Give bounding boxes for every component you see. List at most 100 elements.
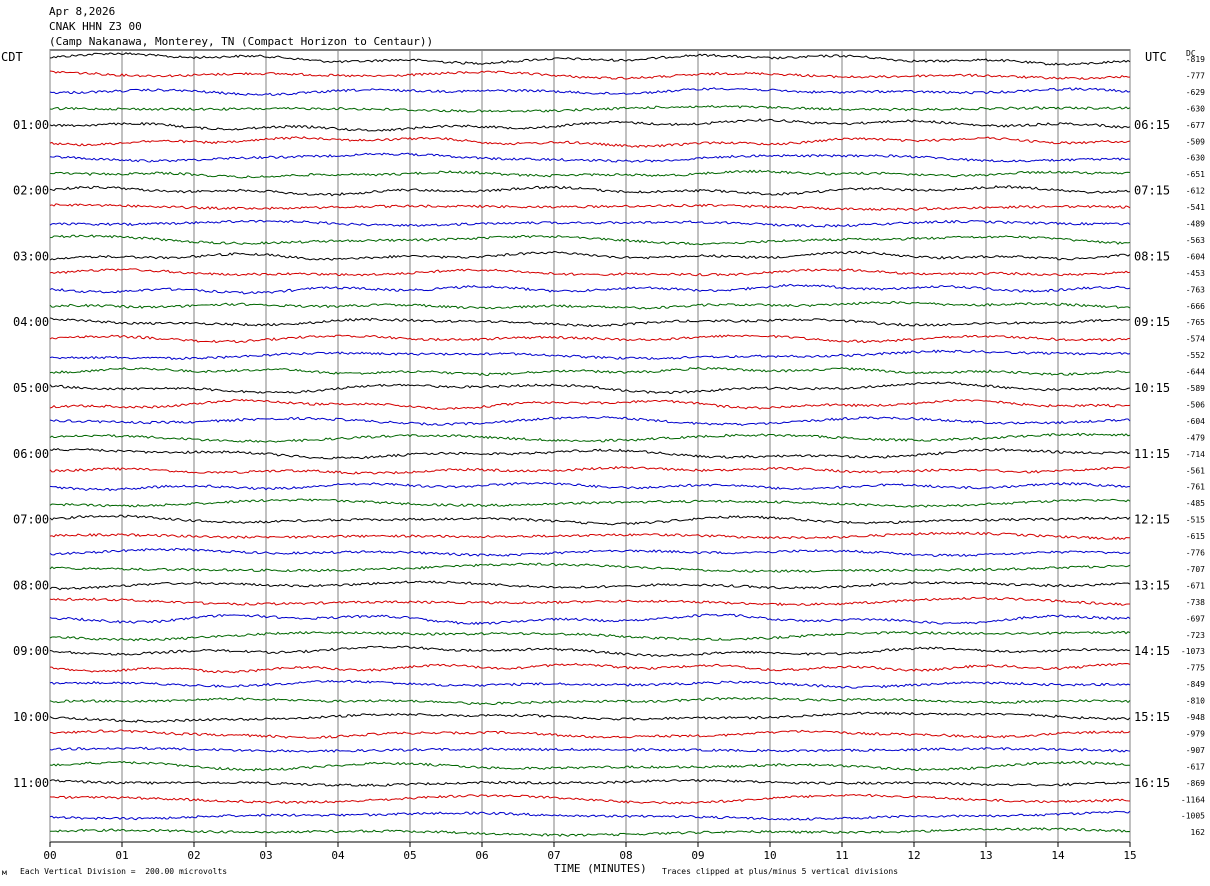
seismic-trace [49, 267, 1131, 277]
dc-offset-label: -630 [1186, 154, 1205, 163]
left-hour-label: 04:00 [13, 315, 49, 329]
seismic-trace [49, 234, 1131, 246]
trace-group [49, 52, 1131, 837]
seismic-trace [49, 152, 1131, 163]
seismic-trace [49, 185, 1131, 197]
dc-offset-label: -479 [1186, 433, 1205, 442]
x-tick-label: 14 [1051, 849, 1065, 862]
seismic-trace [49, 349, 1131, 361]
dc-offset-label: -617 [1186, 762, 1205, 771]
seismic-trace [49, 729, 1131, 739]
x-tick-label: 15 [1123, 849, 1136, 862]
left-hour-label: 01:00 [13, 118, 49, 132]
header-date: Apr 8,2026 [49, 5, 116, 18]
dc-offset-label: -776 [1186, 549, 1205, 558]
dc-offset-label: -810 [1186, 697, 1205, 706]
dc-offset-label: -561 [1186, 466, 1205, 475]
seismic-trace [49, 596, 1131, 607]
dc-offset-label: -612 [1186, 187, 1205, 196]
dc-offset-label: -666 [1186, 302, 1205, 311]
x-tick-label: 03 [259, 849, 272, 862]
seismic-trace [49, 580, 1131, 591]
dc-offset-label: -1073 [1181, 647, 1205, 656]
dc-offset-label: -574 [1186, 335, 1205, 344]
seismic-trace [49, 662, 1131, 674]
seismic-trace [49, 283, 1131, 295]
seismic-trace [49, 778, 1131, 787]
x-tick-label: 11 [835, 849, 848, 862]
x-tick-label: 10 [763, 849, 776, 862]
seismic-trace [49, 300, 1131, 310]
dc-offset-label: -849 [1186, 680, 1205, 689]
x-tick-label: 09 [691, 849, 704, 862]
seismic-trace [49, 366, 1131, 376]
x-tick-label: 13 [979, 849, 992, 862]
x-axis-title: TIME (MINUTES) [554, 862, 647, 875]
scale-note: Each Vertical Division = 200.00 microvol… [20, 867, 228, 876]
seismic-trace [49, 465, 1131, 475]
left-hour-label: 05:00 [13, 381, 49, 395]
seismic-trace [49, 531, 1131, 541]
left-hour-label: 03:00 [13, 249, 49, 263]
dc-offset-label: -489 [1186, 220, 1205, 229]
seismic-trace [49, 746, 1131, 753]
dc-offset-label: -552 [1186, 351, 1205, 360]
dc-offset-label: -738 [1186, 598, 1205, 607]
seismic-trace [49, 498, 1131, 508]
x-tick-label: 12 [907, 849, 920, 862]
right-hour-label: 07:15 [1134, 184, 1170, 198]
seismic-trace [49, 317, 1131, 328]
dc-column-title: DC [1186, 49, 1196, 58]
seismic-trace [49, 514, 1131, 526]
x-tick-label: 07 [547, 849, 560, 862]
dc-offset-label: -697 [1186, 614, 1205, 623]
corner-mark: м [2, 868, 7, 877]
x-tick-label: 05 [403, 849, 416, 862]
seismic-trace [49, 547, 1131, 558]
dc-offset-label: -775 [1186, 664, 1205, 673]
right-hour-label: 14:15 [1134, 644, 1170, 658]
right-hour-label: 12:15 [1134, 513, 1170, 527]
dc-offset-label: -453 [1186, 269, 1205, 278]
seismic-trace [49, 562, 1131, 573]
seismic-trace [49, 432, 1131, 443]
right-axis-title: UTC [1145, 50, 1167, 64]
dc-offset-label: -765 [1186, 318, 1205, 327]
seismic-trace [49, 219, 1131, 228]
left-hour-label: 07:00 [13, 513, 49, 527]
right-hour-label: 15:15 [1134, 710, 1170, 724]
dc-offset-label: -777 [1186, 71, 1205, 80]
seismic-trace [49, 645, 1131, 658]
right-hour-label: 10:15 [1134, 381, 1170, 395]
clip-note: Traces clipped at plus/minus 5 vertical … [662, 867, 899, 876]
seismic-trace [49, 104, 1131, 113]
axis-labels: 00 01 02 03 04 05 06 07 08 09 10 11 12 13 14 15 -819 -777… [1, 49, 1205, 862]
dc-offset-label: -604 [1186, 252, 1205, 261]
seismic-trace [49, 87, 1131, 96]
dc-offset-label: -509 [1186, 137, 1205, 146]
seismic-trace [49, 203, 1131, 212]
right-hour-label: 08:15 [1134, 249, 1170, 263]
left-hour-label: 06:00 [13, 447, 49, 461]
dc-offset-label: -1005 [1181, 812, 1205, 821]
seismic-trace [49, 481, 1131, 492]
plot-frame [49, 49, 1131, 843]
dc-offset-label: -1164 [1181, 795, 1205, 804]
dc-offset-label: -948 [1186, 713, 1205, 722]
plot-grid [49, 49, 1131, 847]
right-hour-label: 09:15 [1134, 315, 1170, 329]
right-hour-label: 11:15 [1134, 447, 1170, 461]
dc-offset-label: -630 [1186, 104, 1205, 113]
seismic-trace [49, 793, 1131, 805]
x-tick-label: 08 [619, 849, 632, 862]
dc-offset-label: -979 [1186, 729, 1205, 738]
left-hour-label: 02:00 [13, 184, 49, 198]
seismic-trace [49, 827, 1131, 837]
dc-offset-label: -714 [1186, 450, 1205, 459]
dc-offset-label: -869 [1186, 779, 1205, 788]
dc-offset-label: -515 [1186, 516, 1205, 525]
dc-offset-label: -763 [1186, 285, 1205, 294]
left-hour-label: 10:00 [13, 710, 49, 724]
dc-offset-label: -563 [1186, 236, 1205, 245]
